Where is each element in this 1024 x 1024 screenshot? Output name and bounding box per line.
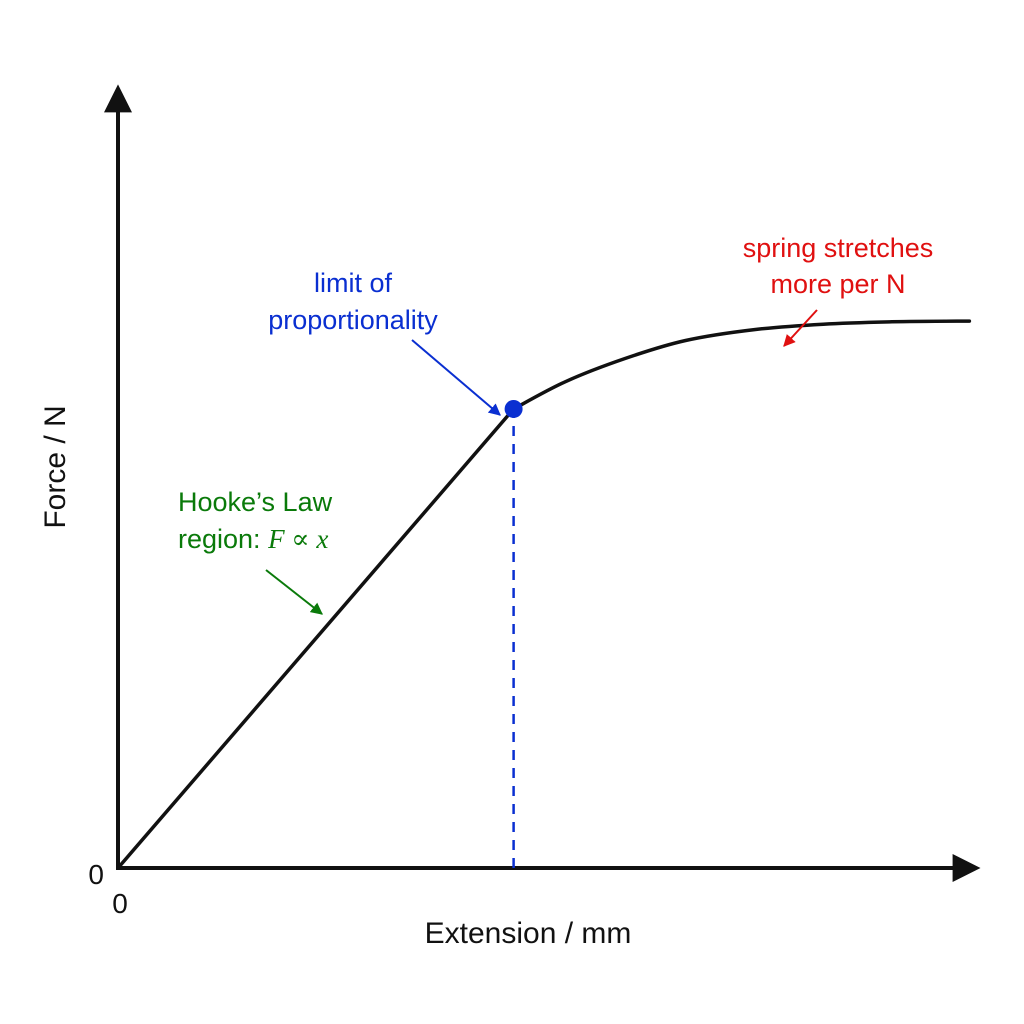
annotation-hooke: Hooke’s Law region: F ∝ x <box>178 487 333 615</box>
annotation-limit-line1: limit of <box>314 268 393 298</box>
annotation-hooke-arrow <box>265 569 323 615</box>
annotation-stretch: spring stretches more per N <box>743 233 934 347</box>
x-axis-label: Extension / mm <box>425 917 632 950</box>
y-axis-label: Force / N <box>39 405 72 528</box>
limit-of-proportionality-point <box>504 399 523 418</box>
annotation-limit: limit of proportionality <box>268 268 501 416</box>
annotation-stretch-line1: spring stretches <box>743 233 934 263</box>
annotation-hooke-line1: Hooke’s Law <box>178 487 333 517</box>
annotation-stretch-line2: more per N <box>770 269 905 299</box>
annotation-hooke-region-text: region: <box>178 524 268 554</box>
annotation-limit-line2: proportionality <box>268 305 438 335</box>
annotation-stretch-arrow <box>783 309 818 347</box>
x-tick-label: 0 <box>112 888 128 919</box>
y-tick-label: 0 <box>88 859 104 890</box>
plot-layer <box>104 84 981 882</box>
annotation-hooke-math: F ∝ x <box>267 524 328 554</box>
annotation-hooke-line2: region: F ∝ x <box>178 524 328 554</box>
force-extension-curve <box>116 319 972 870</box>
annotation-limit-arrow <box>411 339 501 416</box>
